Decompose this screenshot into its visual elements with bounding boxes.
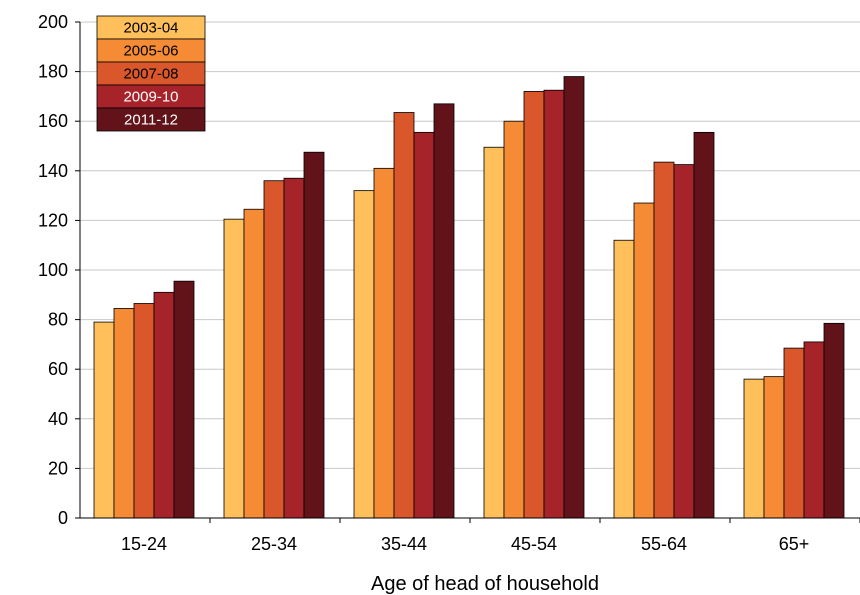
bar-2003-04-25-34 [223, 218, 245, 519]
bar-2009-10-55-64 [673, 164, 695, 519]
legend-swatch-2011-12 [96, 107, 206, 132]
x-tick-label: 45-54 [511, 534, 557, 554]
legend: 2003-04 2005-06 2007-08 2009-10 2011-12 [96, 15, 206, 132]
y-tick-label: 160 [38, 111, 68, 131]
y-tick-label: 200 [38, 12, 68, 32]
bar-2011-12-65+ [823, 322, 845, 519]
legend-label: 2009-10 [123, 89, 178, 106]
legend-label: 2005-06 [123, 43, 178, 60]
x-tick-label: 35-44 [381, 534, 427, 554]
x-tick-label: 65+ [779, 534, 810, 554]
y-tick-label: 20 [48, 458, 68, 478]
axes [75, 21, 860, 523]
bar-2009-10-65+ [803, 341, 825, 519]
bar-2011-12-45-54 [563, 76, 585, 519]
legend-label: 2007-08 [123, 66, 178, 83]
bar-2009-10-25-34 [283, 177, 305, 519]
bar-2011-12-25-34 [303, 151, 325, 519]
bar-2005-06-25-34 [243, 208, 265, 519]
bar-2011-12-15-24 [173, 280, 195, 519]
bar-2003-04-35-44 [353, 190, 375, 519]
bar-2003-04-65+ [743, 378, 765, 519]
x-axis-title: Age of head of household [371, 573, 599, 595]
x-tick-label: 25-34 [251, 534, 297, 554]
bar-2009-10-45-54 [543, 89, 565, 519]
y-tick-label: 40 [48, 409, 68, 429]
bar-2007-08-15-24 [133, 303, 155, 519]
bar-2007-08-45-54 [523, 91, 545, 519]
bar-2005-06-55-64 [633, 202, 655, 519]
y-tick-label: 80 [48, 310, 68, 330]
bar-2005-06-15-24 [113, 308, 135, 519]
bars [93, 76, 845, 519]
legend-label: 2011-12 [124, 112, 178, 129]
bar-2005-06-45-54 [503, 120, 525, 519]
y-tick-labels: 0 20 40 60 80 100 120 140 160 180 200 [38, 12, 68, 528]
y-tick-label: 180 [38, 62, 68, 82]
bar-2007-08-35-44 [393, 112, 415, 519]
bar-2007-08-65+ [783, 347, 805, 519]
y-tick-label: 0 [58, 508, 68, 528]
bar-2009-10-15-24 [153, 291, 175, 519]
bar-2005-06-65+ [763, 376, 785, 519]
bar-2005-06-35-44 [373, 167, 395, 519]
x-tick-label: 55-64 [641, 534, 687, 554]
x-tick-labels: 15-24 25-34 35-44 45-54 55-64 65+ [121, 534, 809, 554]
legend-label: 2003-04 [123, 20, 178, 37]
bar-2003-04-45-54 [483, 146, 505, 519]
bar-2003-04-15-24 [93, 321, 115, 519]
y-tick-label: 140 [38, 161, 68, 181]
bar-2009-10-35-44 [413, 131, 435, 519]
y-tick-label: 100 [38, 260, 68, 280]
bar-2007-08-25-34 [263, 180, 285, 519]
bar-2003-04-55-64 [613, 239, 635, 519]
y-tick-label: 120 [38, 210, 68, 230]
y-tick-label: 60 [48, 359, 68, 379]
x-tick-label: 15-24 [121, 534, 167, 554]
bar-2007-08-55-64 [653, 161, 675, 519]
bar-2011-12-55-64 [693, 131, 715, 519]
bar-2011-12-35-44 [433, 103, 455, 519]
gridlines [80, 21, 860, 469]
